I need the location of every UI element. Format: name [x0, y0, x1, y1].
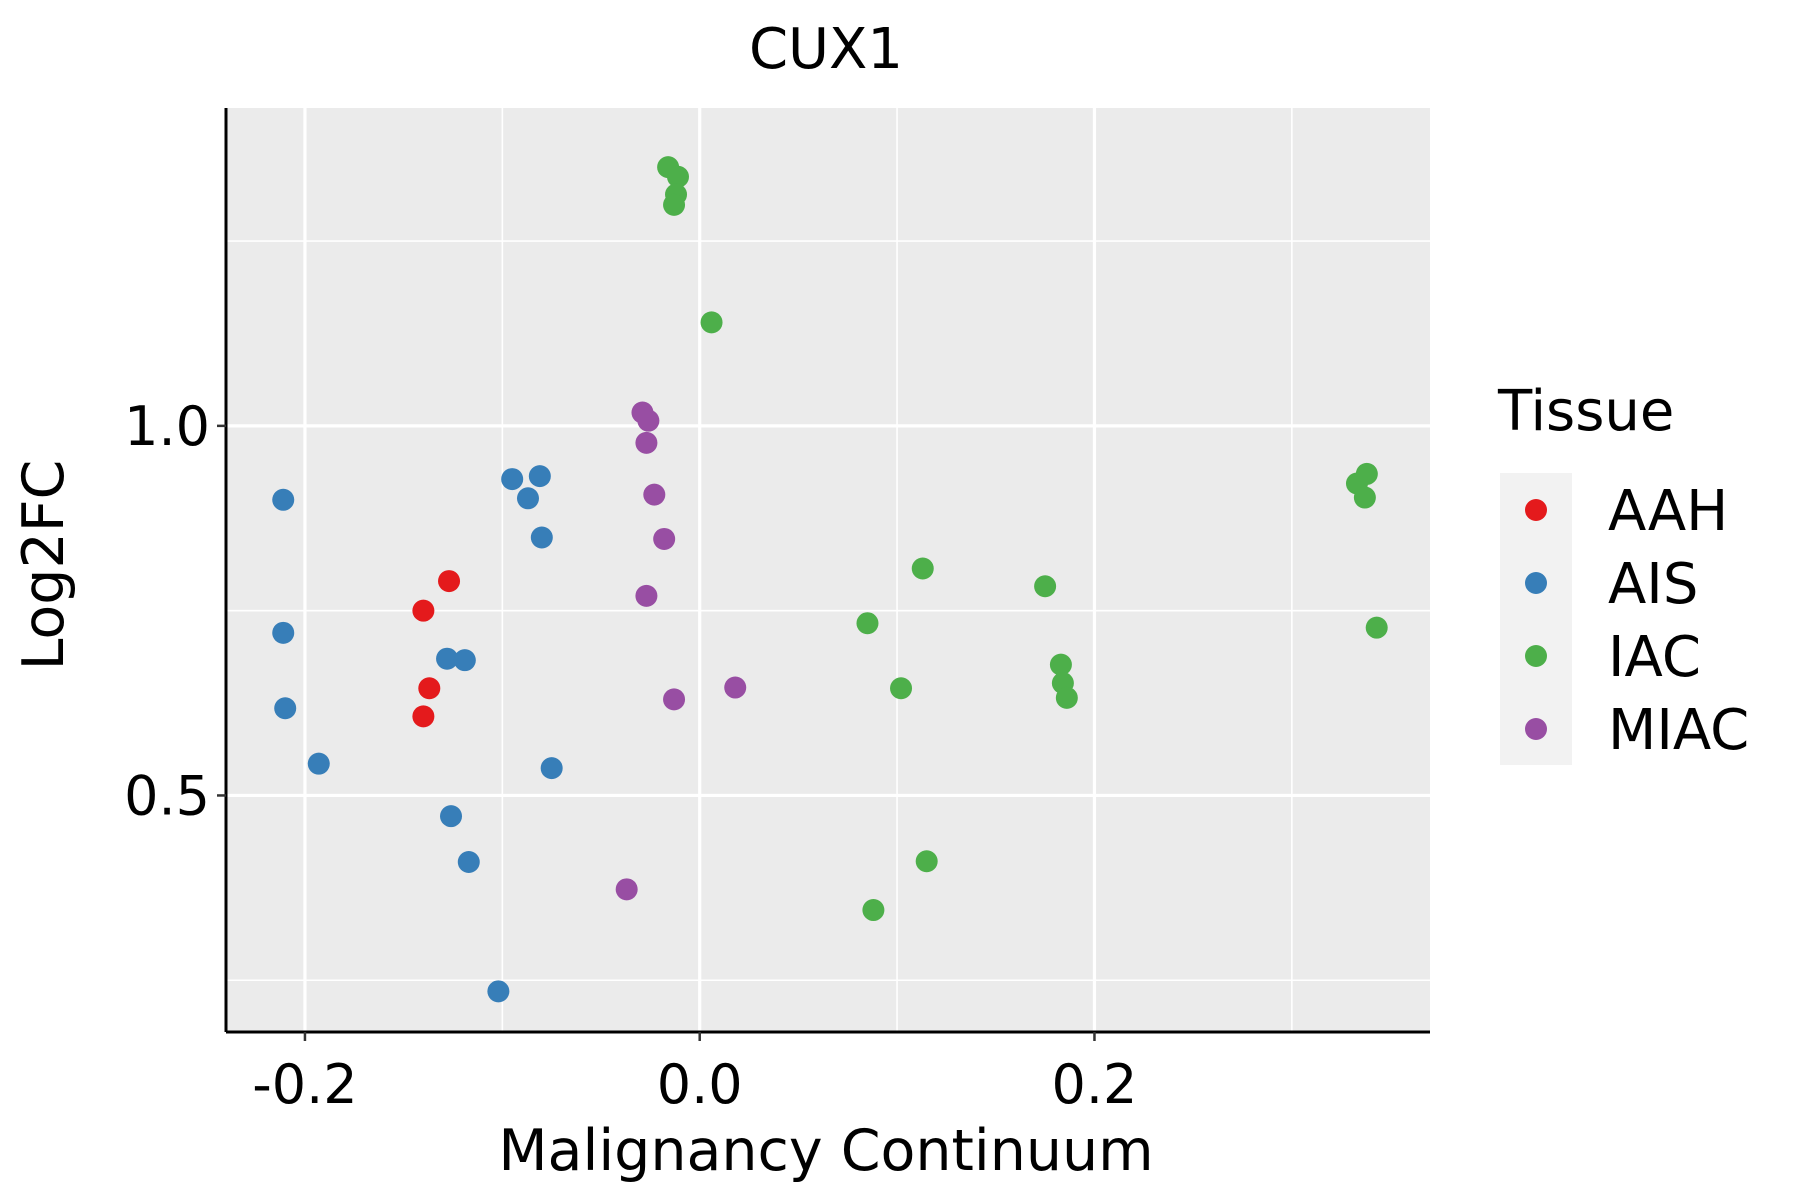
x-tick-label: 0.0 — [657, 1053, 743, 1116]
legend-key-background — [1500, 473, 1572, 765]
data-point-iac — [862, 899, 885, 922]
data-point-ais — [436, 647, 459, 670]
legend-swatch — [1525, 645, 1547, 667]
legend-label: AIS — [1608, 552, 1698, 617]
data-point-miac — [615, 878, 638, 901]
data-point-ais — [501, 468, 524, 491]
data-point-iac — [890, 677, 913, 700]
legend-item-ais: AIS — [1525, 552, 1698, 617]
data-point-aah — [438, 570, 461, 593]
series-miac — [615, 401, 747, 901]
x-tick-label: -0.2 — [252, 1053, 357, 1116]
data-point-miac — [663, 688, 686, 711]
data-point-ais — [453, 649, 476, 672]
data-point-iac — [1353, 486, 1376, 509]
legend-item-aah: AAH — [1525, 479, 1728, 544]
data-point-ais — [487, 980, 510, 1003]
data-point-miac — [724, 676, 747, 699]
data-point-ais — [440, 805, 463, 828]
data-point-miac — [635, 431, 658, 454]
legend-label: IAC — [1608, 625, 1701, 690]
data-point-ais — [272, 621, 295, 644]
x-tick-label: 0.2 — [1052, 1053, 1138, 1116]
data-point-aah — [412, 599, 435, 622]
data-point-miac — [653, 527, 676, 550]
legend-label: MIAC — [1608, 698, 1749, 763]
data-point-iac — [1049, 653, 1072, 676]
series-aah — [412, 570, 461, 728]
plot-panel — [226, 108, 1430, 1032]
legend-swatch — [1525, 718, 1547, 740]
grid-lines — [226, 108, 1430, 1032]
data-point-miac — [643, 483, 666, 506]
data-point-ais — [457, 850, 480, 873]
y-tick-label: 0.5 — [124, 764, 210, 827]
chart-title: CUX1 — [749, 17, 903, 82]
x-axis-title: Malignancy Continuum — [498, 1118, 1153, 1184]
data-point-miac — [637, 409, 660, 432]
data-point-ais — [307, 752, 330, 775]
data-point-ais — [274, 697, 297, 720]
y-tick-label: 1.0 — [124, 395, 210, 458]
data-point-iac — [700, 311, 723, 334]
data-point-aah — [412, 705, 435, 728]
data-point-ais — [530, 526, 553, 549]
data-point-iac — [663, 193, 686, 216]
legend-swatch — [1525, 572, 1547, 594]
data-point-ais — [516, 487, 539, 510]
legend-item-iac: IAC — [1525, 625, 1701, 690]
data-point-iac — [911, 557, 934, 580]
data-points — [272, 156, 1388, 1003]
data-point-iac — [1034, 575, 1057, 598]
data-point-iac — [856, 612, 879, 635]
data-point-iac — [915, 850, 938, 873]
legend-item-miac: MIAC — [1525, 698, 1749, 763]
legend: Tissue AAH AIS IAC MIAC — [1497, 379, 1749, 765]
data-point-aah — [418, 677, 441, 700]
legend-label: AAH — [1608, 479, 1728, 544]
data-point-ais — [540, 757, 563, 780]
legend-items: AAH AIS IAC MIAC — [1525, 479, 1749, 763]
axes — [217, 108, 1430, 1041]
data-point-ais — [272, 488, 295, 511]
data-point-iac — [1355, 462, 1378, 485]
data-point-iac — [666, 165, 689, 188]
y-axis-title: Log2FC — [11, 460, 77, 671]
data-point-miac — [635, 584, 658, 607]
data-point-iac — [1055, 686, 1078, 709]
legend-swatch — [1525, 499, 1547, 521]
series-ais — [272, 465, 563, 1003]
data-point-iac — [1365, 616, 1388, 639]
data-point-ais — [528, 465, 551, 488]
legend-title: Tissue — [1497, 379, 1674, 444]
tick-labels: -0.2 0.0 0.2 0.5 1.0 — [124, 395, 1137, 1116]
series-iac — [657, 156, 1388, 922]
